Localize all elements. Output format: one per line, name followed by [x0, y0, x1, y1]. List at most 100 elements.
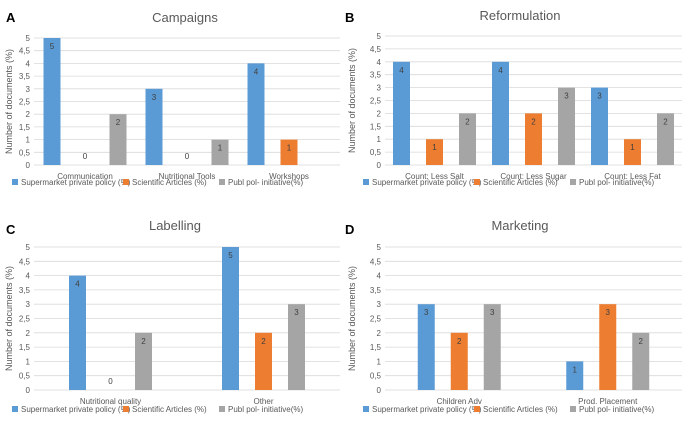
- bar: [459, 113, 476, 165]
- y-tick-label: 3,5: [370, 71, 382, 80]
- y-tick-label: 4,5: [370, 45, 382, 54]
- bar: [288, 304, 305, 390]
- panel-letter: B: [345, 10, 354, 25]
- data-label: 5: [228, 251, 233, 260]
- legend-swatch: [570, 179, 576, 185]
- legend-entry: Scientific Articles (%): [483, 405, 558, 414]
- bar: [632, 332, 650, 390]
- bar: [145, 88, 163, 165]
- data-label: 4: [254, 67, 259, 76]
- data-label: 2: [531, 117, 536, 126]
- y-tick-label: 2,5: [19, 98, 31, 107]
- x-tick-label: Nutritional quality: [80, 397, 141, 406]
- y-tick-label: 3: [377, 84, 382, 93]
- y-tick-label: 4,5: [370, 257, 382, 266]
- chart-title: Campaigns: [152, 10, 218, 25]
- data-label: 2: [141, 337, 146, 346]
- chart-panel-c: C Labelling 0 0,5 1 1,5 2 2,5 3 3,5 4 4,5 5 Number of…: [4, 218, 340, 414]
- y-tick-label: 1,5: [370, 122, 382, 131]
- bar: [222, 247, 239, 390]
- data-label: 3: [606, 308, 611, 317]
- y-tick-label: 5: [377, 32, 382, 41]
- data-label: 4: [75, 280, 80, 289]
- panel-letter: A: [6, 10, 16, 25]
- data-label: 3: [424, 308, 429, 317]
- legend-entry: Publ pol- initiative(%): [228, 405, 303, 414]
- data-label: 4: [399, 66, 404, 75]
- legend-entry: Scientific Articles (%): [132, 405, 207, 414]
- y-axis-title: Number of documents (%): [4, 266, 14, 371]
- y-tick-label: 2,5: [370, 315, 382, 324]
- y-tick-label: 3,5: [19, 286, 31, 295]
- y-axis-title: Number of documents (%): [4, 49, 14, 154]
- data-label: 3: [564, 92, 569, 101]
- legend-swatch: [123, 406, 129, 412]
- y-tick-label: 3,5: [19, 72, 31, 81]
- data-label: 2: [663, 117, 668, 126]
- x-tick-label: Count: Less Salt: [405, 172, 464, 181]
- bar: [135, 332, 152, 390]
- y-tick-label: 2,5: [370, 97, 382, 106]
- x-tick-label: Communication: [57, 172, 113, 181]
- y-tick-label: 5: [377, 243, 382, 252]
- y-tick-label: 0: [26, 161, 31, 170]
- y-tick-label: 0: [377, 161, 382, 170]
- data-label: 0: [83, 152, 88, 161]
- y-tick-label: 3: [26, 300, 31, 309]
- legend-entry: Publ pol- initiative(%): [579, 178, 654, 187]
- data-label: 2: [457, 337, 462, 346]
- legend-swatch: [219, 406, 225, 412]
- x-tick-label: Children Adv: [437, 397, 482, 406]
- legend-entry: Publ pol- initiative(%): [228, 178, 303, 187]
- y-tick-label: 2: [377, 329, 382, 338]
- bar: [558, 87, 575, 165]
- y-tick-label: 1: [377, 135, 382, 144]
- legend-entry: Supermarket private policy (%): [21, 405, 131, 414]
- data-label: 1: [287, 144, 292, 153]
- y-tick-label: 0,5: [19, 372, 31, 381]
- legend-swatch: [123, 179, 129, 185]
- bar: [566, 361, 584, 390]
- bar: [280, 139, 298, 165]
- data-label: 0: [108, 377, 113, 386]
- y-tick-label: 1,5: [19, 123, 31, 132]
- y-tick-label: 0: [26, 386, 31, 395]
- bar: [599, 304, 617, 390]
- y-tick-label: 0,5: [19, 148, 31, 157]
- y-tick-label: 4: [377, 272, 382, 281]
- y-axis-title: Number of documents (%): [347, 266, 357, 371]
- y-tick-label: 0,5: [370, 372, 382, 381]
- data-label: 4: [498, 66, 503, 75]
- legend-swatch: [12, 179, 18, 185]
- y-tick-label: 1: [26, 136, 31, 145]
- bar: [211, 139, 229, 165]
- bar: [492, 61, 509, 165]
- chart-title: Marketing: [491, 218, 548, 233]
- y-tick-label: 1: [377, 357, 382, 366]
- legend-swatch: [219, 179, 225, 185]
- bar: [255, 332, 272, 390]
- data-label: 0: [185, 152, 190, 161]
- legend-swatch: [363, 406, 369, 412]
- x-tick-label: Count: Less Sugar: [500, 172, 567, 181]
- bar: [483, 304, 501, 390]
- x-tick-label: Count: Less Fat: [604, 172, 661, 181]
- bar: [450, 332, 468, 390]
- y-tick-label: 4: [26, 272, 31, 281]
- y-tick-label: 4,5: [19, 257, 31, 266]
- bar: [426, 139, 443, 165]
- data-label: 2: [639, 337, 644, 346]
- bar: [393, 61, 410, 165]
- data-label: 3: [152, 93, 157, 102]
- panel-letter: C: [6, 222, 16, 237]
- bar: [657, 113, 674, 165]
- y-tick-label: 3: [26, 85, 31, 94]
- y-tick-label: 2: [377, 109, 382, 118]
- data-label: 2: [116, 118, 121, 127]
- y-tick-label: 4: [377, 58, 382, 67]
- legend-entry: Scientific Articles (%): [132, 178, 207, 187]
- bar: [624, 139, 641, 165]
- y-tick-label: 1,5: [19, 343, 31, 352]
- legend-entry: Supermarket private policy (%): [21, 178, 131, 187]
